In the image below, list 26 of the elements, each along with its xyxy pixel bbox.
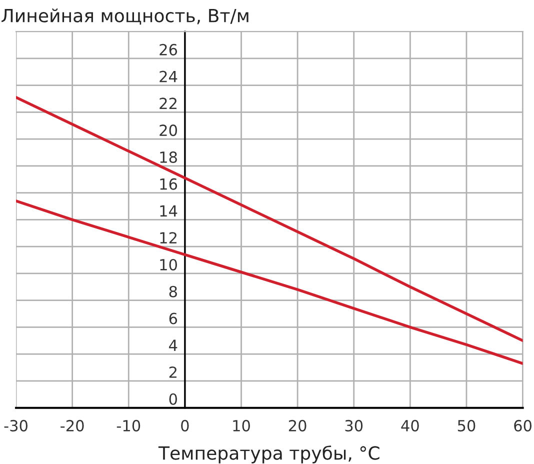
x-tick-label: 10 — [233, 420, 250, 432]
x-tick-label: 30 — [345, 420, 363, 432]
y-tick-label: 14 — [160, 205, 178, 217]
x-tick-label: 20 — [288, 420, 306, 432]
y-tick-label: 4 — [169, 340, 178, 351]
y-tick-label: 22 — [160, 98, 176, 110]
x-axis-title: Температура трубы, °C — [158, 446, 380, 464]
y-tick-label: 18 — [160, 151, 177, 163]
x-tick-label: 60 — [514, 420, 532, 432]
y-tick-label: 16 — [160, 178, 178, 190]
y-tick-label: 26 — [160, 44, 178, 56]
y-tick-label: 6 — [169, 312, 178, 324]
y-tick-label: 8 — [169, 286, 177, 298]
x-tick-label: -30 — [4, 420, 28, 432]
y-tick-label: 20 — [160, 124, 177, 136]
x-tick-label: -20 — [60, 420, 84, 432]
x-tick-label: 0 — [181, 420, 189, 432]
y-axis-title: Линейная мощность, Вт/м — [2, 8, 248, 25]
x-tick-label: -10 — [116, 420, 140, 432]
x-tick-label: 50 — [458, 420, 476, 432]
y-tick-label: 12 — [160, 232, 176, 244]
y-tick-label: 0 — [169, 393, 177, 405]
y-tick-label: 2 — [169, 366, 176, 378]
x-tick-label: 40 — [401, 420, 419, 432]
y-tick-label: 24 — [160, 70, 178, 82]
y-tick-label: 10 — [160, 258, 177, 270]
